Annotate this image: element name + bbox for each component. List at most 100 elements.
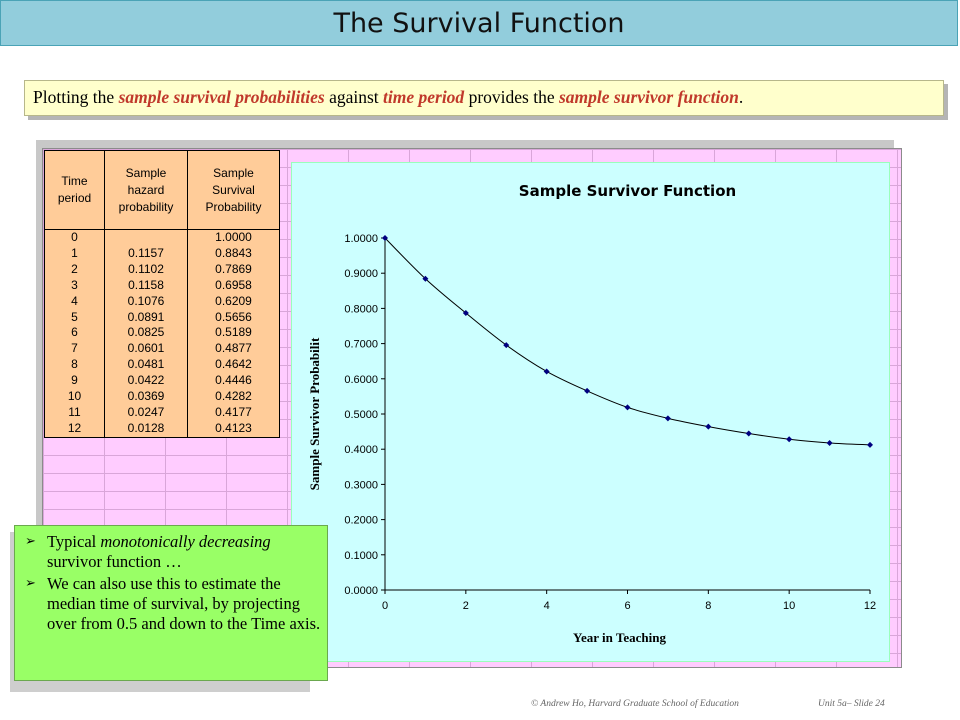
data-point-marker bbox=[745, 430, 752, 437]
callout-item: ➢ Typical monotonically decreasing surviv… bbox=[25, 532, 321, 572]
hazard-cell: 0.0247 bbox=[104, 404, 188, 421]
y-tick-label: 0.8000 bbox=[344, 303, 378, 315]
data-point-marker bbox=[503, 342, 510, 349]
callout-item: ➢ We can also use this to estimate the me… bbox=[25, 574, 321, 634]
hazard-cell: 0.1102 bbox=[104, 261, 188, 278]
y-tick-label: 0.4000 bbox=[344, 444, 378, 456]
y-tick-label: 0.7000 bbox=[344, 339, 378, 351]
hazard-cell: 0.0481 bbox=[104, 357, 188, 374]
subtitle-text-1: Plotting the bbox=[33, 87, 119, 107]
time-period-cell: 6 bbox=[44, 325, 105, 342]
hazard-cell: 0.0128 bbox=[104, 420, 188, 438]
callout-text: We can also use this to estimate the med… bbox=[47, 574, 321, 633]
hazard-cell: 0.0601 bbox=[104, 341, 188, 358]
table-row: 3 0.1158 0.6958 bbox=[44, 277, 280, 294]
time-period-cell: 3 bbox=[44, 277, 105, 294]
callout-text: Typical monotonically decreasing survivo… bbox=[47, 532, 271, 571]
data-point-marker bbox=[826, 439, 833, 446]
table-row: 4 0.1076 0.6209 bbox=[44, 293, 280, 310]
table-row: 9 0.0422 0.4446 bbox=[44, 373, 280, 390]
y-tick-label: 1.0000 bbox=[344, 233, 378, 245]
callout-box: ➢ Typical monotonically decreasing surviv… bbox=[14, 525, 328, 681]
data-point-marker bbox=[462, 310, 469, 317]
y-tick-label: 0.0000 bbox=[344, 585, 378, 597]
y-axis-label: Sample Survivor Probabilit bbox=[307, 337, 322, 490]
subtitle-emphasis-3: sample survivor function bbox=[558, 87, 739, 107]
data-point-marker bbox=[786, 436, 793, 443]
x-tick-label: 0 bbox=[382, 600, 388, 612]
table-row: 2 0.1102 0.7869 bbox=[44, 261, 280, 278]
survival-cell: 0.4177 bbox=[187, 404, 280, 421]
slide-title: The Survival Function bbox=[333, 7, 625, 39]
chart-area: Sample Survivor Function 0.0000 0.1000 0.20… bbox=[291, 162, 890, 662]
x-tick-label: 6 bbox=[624, 600, 630, 612]
hazard-cell: 0.1076 bbox=[104, 293, 188, 310]
time-period-cell: 2 bbox=[44, 261, 105, 278]
survival-cell: 0.5189 bbox=[187, 325, 280, 342]
time-period-cell: 9 bbox=[44, 373, 105, 390]
survival-cell: 0.4877 bbox=[187, 341, 280, 358]
table-body: 0 1.0000 1 0.1157 0.8843 2 0.1102 0.7869 3 0.1158… bbox=[44, 229, 280, 438]
y-tick-label: 0.1000 bbox=[344, 550, 378, 562]
data-point-marker bbox=[422, 275, 429, 282]
footer-credit: © Andrew Ho, Harvard Graduate School of … bbox=[531, 699, 739, 709]
hazard-cell: 0.0825 bbox=[104, 325, 188, 342]
title-bar: The Survival Function bbox=[0, 0, 958, 46]
survival-cell: 0.4282 bbox=[187, 389, 280, 405]
hazard-cell: 0.0891 bbox=[104, 309, 188, 326]
x-tick-label: 12 bbox=[864, 600, 876, 612]
x-tick-label: 8 bbox=[705, 600, 711, 612]
table-row: 12 0.0128 0.4123 bbox=[44, 420, 280, 438]
x-tick-label: 2 bbox=[463, 600, 469, 612]
subtitle-text-4: . bbox=[738, 87, 744, 107]
survivor-chart: Sample Survivor Function 0.0000 0.1000 0.20… bbox=[307, 182, 876, 645]
table-row: 1 0.1157 0.8843 bbox=[44, 245, 280, 262]
header-time-period: Time period bbox=[44, 150, 105, 230]
survival-cell: 0.8843 bbox=[187, 245, 280, 262]
time-period-cell: 0 bbox=[44, 229, 105, 246]
y-tick-label: 0.9000 bbox=[344, 268, 378, 280]
arrow-bullet-icon: ➢ bbox=[25, 576, 36, 591]
time-period-cell: 11 bbox=[44, 404, 105, 421]
hazard-cell bbox=[104, 229, 188, 246]
footer-slide-number: Unit 5a– Slide 24 bbox=[818, 699, 885, 709]
table-row: 0 1.0000 bbox=[44, 229, 280, 246]
x-tick-label: 10 bbox=[783, 600, 795, 612]
time-period-cell: 12 bbox=[44, 420, 105, 438]
y-tick-label: 0.3000 bbox=[344, 479, 378, 491]
subtitle-text-3: provides the bbox=[464, 87, 559, 107]
subtitle-text-2: against bbox=[324, 87, 384, 107]
time-period-cell: 5 bbox=[44, 309, 105, 326]
y-tick-label: 0.2000 bbox=[344, 515, 378, 527]
y-tick-label: 0.5000 bbox=[344, 409, 378, 421]
time-period-cell: 8 bbox=[44, 357, 105, 374]
hazard-cell: 0.1158 bbox=[104, 277, 188, 294]
hazard-cell: 0.0369 bbox=[104, 389, 188, 405]
survivor-line bbox=[384, 237, 871, 446]
data-point-marker bbox=[382, 235, 388, 241]
data-point-marker bbox=[584, 387, 591, 394]
x-tick-label: 4 bbox=[544, 600, 550, 612]
survival-cell: 0.4123 bbox=[187, 420, 280, 438]
data-point-marker bbox=[664, 415, 671, 422]
hazard-cell: 0.0422 bbox=[104, 373, 188, 390]
data-point-marker bbox=[624, 404, 631, 411]
chart-title: Sample Survivor Function bbox=[519, 182, 736, 200]
time-period-cell: 4 bbox=[44, 293, 105, 310]
arrow-bullet-icon: ➢ bbox=[25, 534, 36, 549]
time-period-cell: 1 bbox=[44, 245, 105, 262]
y-tick-label: 0.6000 bbox=[344, 374, 378, 386]
survival-cell: 0.4446 bbox=[187, 373, 280, 390]
data-point-marker bbox=[705, 423, 712, 430]
table-row: 10 0.0369 0.4282 bbox=[44, 389, 280, 405]
survival-cell: 0.6209 bbox=[187, 293, 280, 310]
table-row: 7 0.0601 0.4877 bbox=[44, 341, 280, 358]
header-survival-probability: Sample Survival Probability bbox=[187, 150, 280, 230]
survival-table: Time period Sample hazard probability Sampl… bbox=[44, 150, 280, 438]
subtitle-emphasis-1: sample survival probabilities bbox=[118, 87, 325, 107]
survival-cell: 0.4642 bbox=[187, 357, 280, 374]
table-row: 8 0.0481 0.4642 bbox=[44, 357, 280, 374]
subtitle-box: Plotting the sample survival probabiliti… bbox=[24, 80, 944, 116]
time-period-cell: 7 bbox=[44, 341, 105, 358]
survival-cell: 0.6958 bbox=[187, 277, 280, 294]
